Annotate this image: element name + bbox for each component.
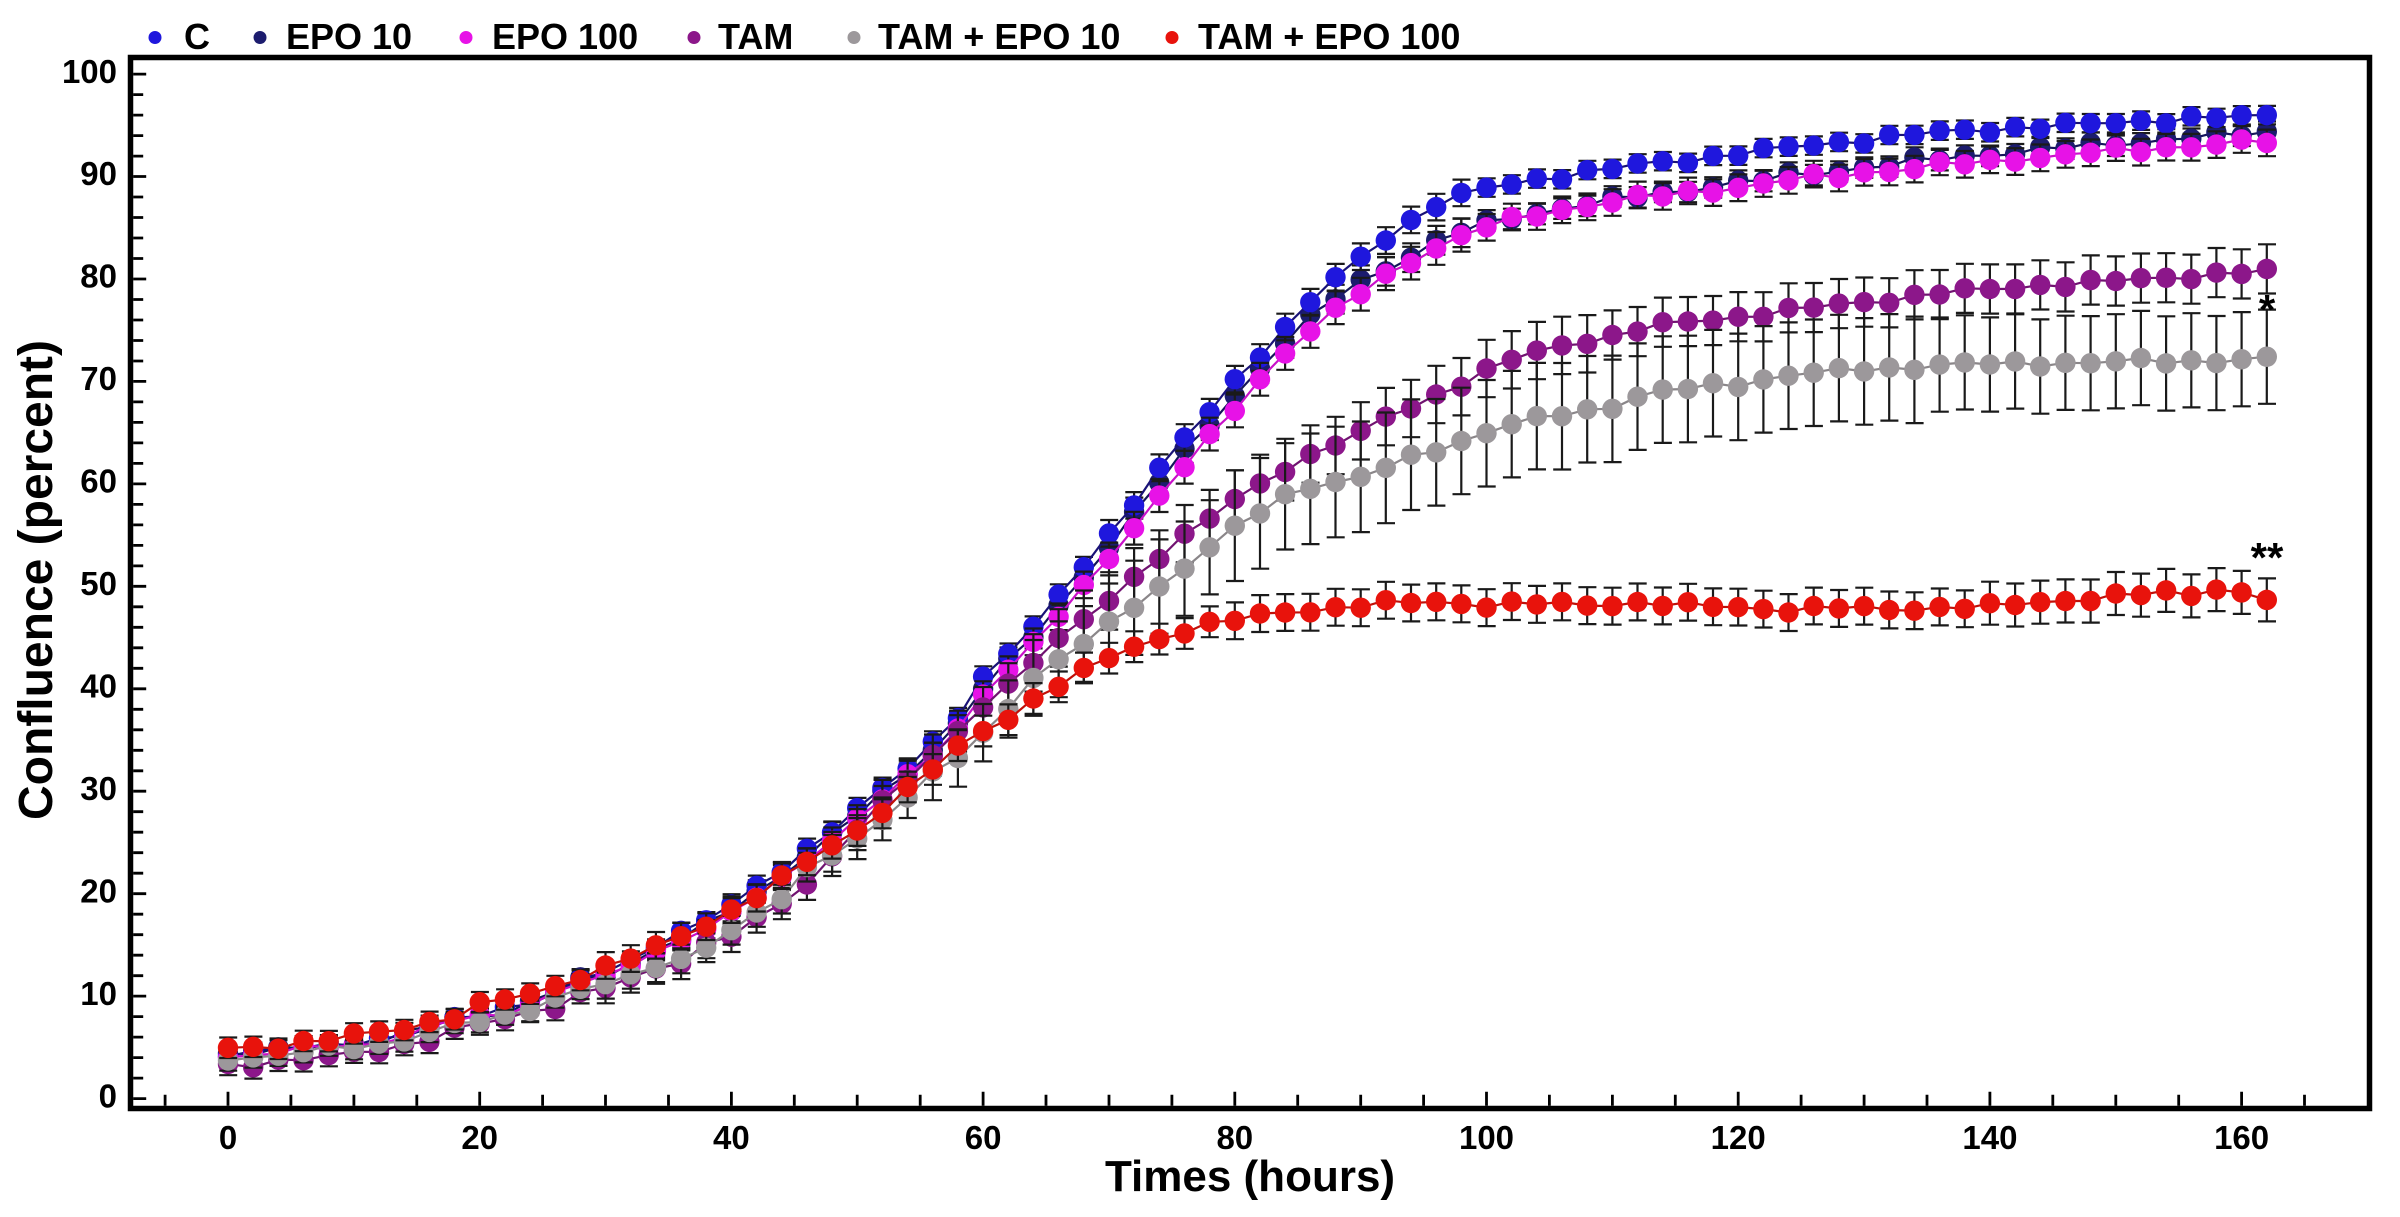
svg-text:EPO 100: EPO 100	[492, 16, 638, 57]
svg-text:EPO 10: EPO 10	[286, 16, 412, 57]
svg-text:120: 120	[1711, 1119, 1766, 1156]
svg-text:40: 40	[713, 1119, 750, 1156]
svg-text:Times (hours): Times (hours)	[1105, 1152, 1395, 1201]
svg-text:100: 100	[62, 53, 117, 90]
svg-text:20: 20	[80, 872, 117, 909]
svg-text:40: 40	[80, 668, 117, 705]
svg-text:0: 0	[219, 1119, 237, 1156]
svg-text:TAM + EPO 10: TAM + EPO 10	[878, 16, 1120, 57]
svg-text:10: 10	[80, 975, 117, 1012]
svg-text:70: 70	[80, 360, 117, 397]
svg-text:80: 80	[80, 258, 117, 295]
svg-text:C: C	[184, 16, 210, 57]
svg-text:*: *	[2259, 286, 2276, 333]
svg-text:30: 30	[80, 770, 117, 807]
svg-text:50: 50	[80, 565, 117, 602]
svg-text:TAM: TAM	[718, 16, 793, 57]
svg-text:140: 140	[1962, 1119, 2017, 1156]
svg-text:0: 0	[99, 1077, 117, 1114]
svg-text:60: 60	[80, 463, 117, 500]
svg-text:TAM + EPO 100: TAM + EPO 100	[1198, 16, 1460, 57]
svg-text:60: 60	[965, 1119, 1002, 1156]
svg-text:100: 100	[1459, 1119, 1514, 1156]
svg-text:80: 80	[1216, 1119, 1253, 1156]
svg-text:160: 160	[2214, 1119, 2269, 1156]
svg-text:20: 20	[461, 1119, 498, 1156]
svg-text:90: 90	[80, 155, 117, 192]
svg-text:**: **	[2251, 534, 2284, 581]
svg-text:Confluence (percent): Confluence (percent)	[10, 340, 63, 820]
